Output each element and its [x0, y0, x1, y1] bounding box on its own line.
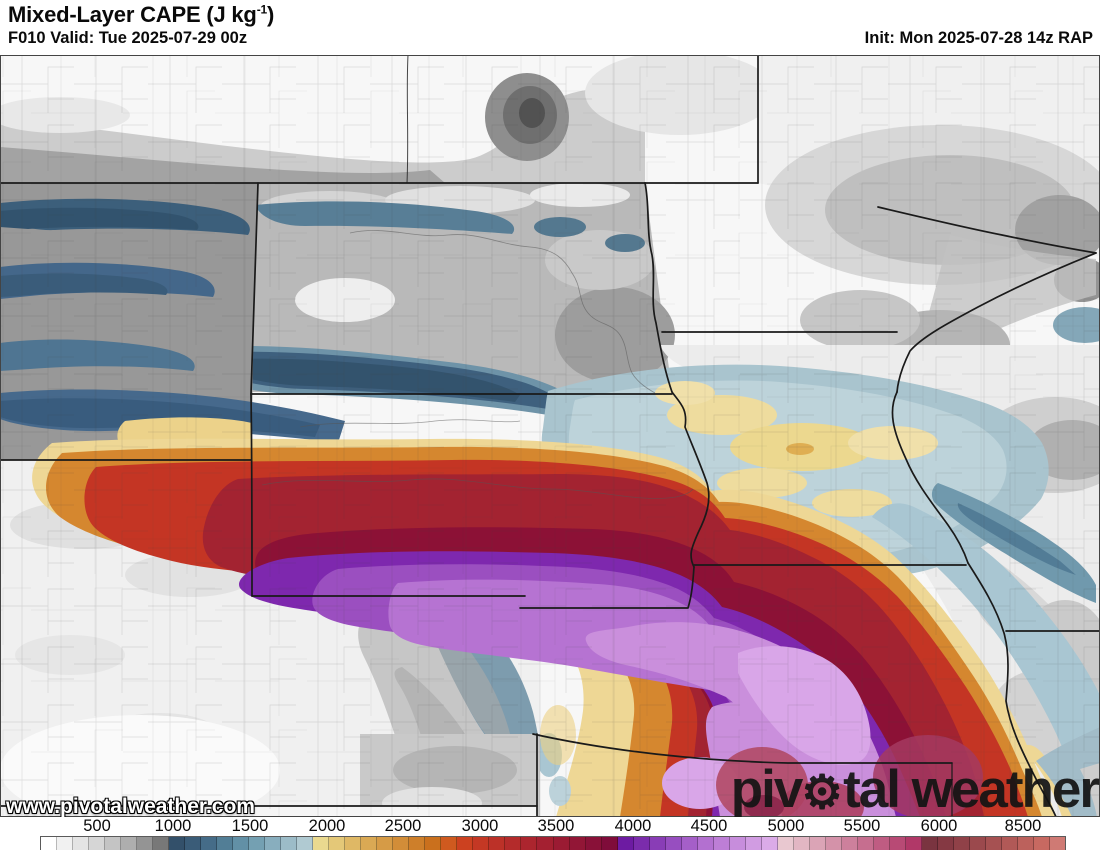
colorbar-tick-label: 3000	[461, 817, 499, 835]
colorbar-cell	[217, 837, 234, 850]
county-lines-texture-2	[0, 55, 1100, 817]
colorbar-tick-label: 2000	[308, 817, 346, 835]
colorbar-cell	[73, 837, 90, 850]
colorbar-cell	[1017, 837, 1034, 850]
colorbar-cell	[441, 837, 458, 850]
colorbar-cell	[905, 837, 922, 850]
colorbar-cell	[697, 837, 714, 850]
colorbar-tick-label: 4500	[690, 817, 728, 835]
colorbar-tick-label: 5000	[767, 817, 805, 835]
colorbar-cell	[265, 837, 282, 850]
colorbar-cell	[201, 837, 218, 850]
colorbar-cell	[649, 837, 666, 850]
colorbar-cell	[809, 837, 826, 850]
colorbar-cell	[137, 837, 154, 850]
colorbar-cell	[393, 837, 410, 850]
colorbar-cell	[537, 837, 554, 850]
colorbar-cell	[361, 837, 378, 850]
colorbar-cell	[153, 837, 170, 850]
colorbar-cell	[825, 837, 842, 850]
colorbar-cell	[473, 837, 490, 850]
page-title: Mixed-Layer CAPE (J kg-1)	[8, 2, 275, 27]
colorbar-tick-label: 1500	[231, 817, 269, 835]
colorbar-tick-label: 5500	[843, 817, 881, 835]
watermark-url: www.pivotalweather.com	[6, 795, 255, 818]
title-superscript: -1	[256, 2, 267, 17]
colorbar-cell	[985, 837, 1002, 850]
colorbar-cell	[105, 837, 122, 850]
colorbar-tick-label: 3500	[537, 817, 575, 835]
colorbar-cell	[377, 837, 394, 850]
colorbar-cell	[745, 837, 762, 850]
colorbar-cell	[969, 837, 986, 850]
pivotal-weather-logo: piv⚙tal weather	[730, 760, 1100, 819]
logo-text-suffix: tal weather	[843, 760, 1100, 819]
colorbar-cell	[553, 837, 570, 850]
colorbar-cell	[937, 837, 954, 850]
colorbar-cell	[633, 837, 650, 850]
colorbar: 500 1000 1500 2000 2500 3000 3500 4000 4500 5000 5…	[0, 817, 1100, 850]
colorbar-cell	[1033, 837, 1050, 850]
colorbar-cell	[457, 837, 474, 850]
colorbar-cell	[169, 837, 186, 850]
colorbar-cell	[761, 837, 778, 850]
colorbar-cell	[297, 837, 314, 850]
colorbar-cell	[841, 837, 858, 850]
colorbar-cell	[281, 837, 298, 850]
header: Mixed-Layer CAPE (J kg-1) F010 Valid: Tu…	[0, 0, 1100, 55]
colorbar-tick-label: 8500	[1004, 817, 1042, 835]
colorbar-cell	[505, 837, 522, 850]
colorbar-cell	[521, 837, 538, 850]
logo-text-prefix: piv	[730, 760, 804, 819]
colorbar-cell	[185, 837, 202, 850]
colorbar-tick-label: 6000	[920, 817, 958, 835]
colorbar-cell	[857, 837, 874, 850]
colorbar-labels: 500 1000 1500 2000 2500 3000 3500 4000 4500 5000 5…	[0, 817, 1100, 835]
cape-map-canvas	[0, 55, 1100, 817]
colorbar-cell	[729, 837, 746, 850]
colorbar-cell	[601, 837, 618, 850]
gear-icon: ⚙	[801, 766, 844, 818]
cape-map[interactable]: www.pivotalweather.com piv⚙tal weather	[0, 55, 1100, 819]
colorbar-tick-label: 1000	[154, 817, 192, 835]
colorbar-cell	[233, 837, 250, 850]
colorbar-cell	[713, 837, 730, 850]
init-time-label: Init: Mon 2025-07-28 14z RAP	[864, 29, 1093, 47]
colorbar-cell	[873, 837, 890, 850]
colorbar-cell	[1001, 837, 1018, 850]
colorbar-cell	[585, 837, 602, 850]
colorbar-swatches	[40, 836, 1066, 850]
colorbar-cell	[617, 837, 634, 850]
state-borders	[0, 55, 1100, 817]
colorbar-cell	[329, 837, 346, 850]
colorbar-cell	[409, 837, 426, 850]
colorbar-cell	[121, 837, 138, 850]
colorbar-cell	[1049, 837, 1065, 850]
colorbar-tick-label: 500	[83, 817, 111, 835]
colorbar-tick-label: 2500	[384, 817, 422, 835]
colorbar-cell	[313, 837, 330, 850]
colorbar-cell	[953, 837, 970, 850]
colorbar-cell	[665, 837, 682, 850]
colorbar-cell	[569, 837, 586, 850]
river-lines	[261, 230, 694, 499]
colorbar-cell	[89, 837, 106, 850]
colorbar-cell	[889, 837, 906, 850]
colorbar-cell	[489, 837, 506, 850]
colorbar-cell	[41, 837, 58, 850]
colorbar-cell	[249, 837, 266, 850]
colorbar-cell	[921, 837, 938, 850]
colorbar-cell	[777, 837, 794, 850]
colorbar-cell	[57, 837, 74, 850]
colorbar-cell	[793, 837, 810, 850]
colorbar-cell	[425, 837, 442, 850]
colorbar-cell	[345, 837, 362, 850]
colorbar-cell	[681, 837, 698, 850]
valid-time-label: F010 Valid: Tue 2025-07-29 00z	[8, 29, 248, 47]
colorbar-tick-label: 4000	[614, 817, 652, 835]
